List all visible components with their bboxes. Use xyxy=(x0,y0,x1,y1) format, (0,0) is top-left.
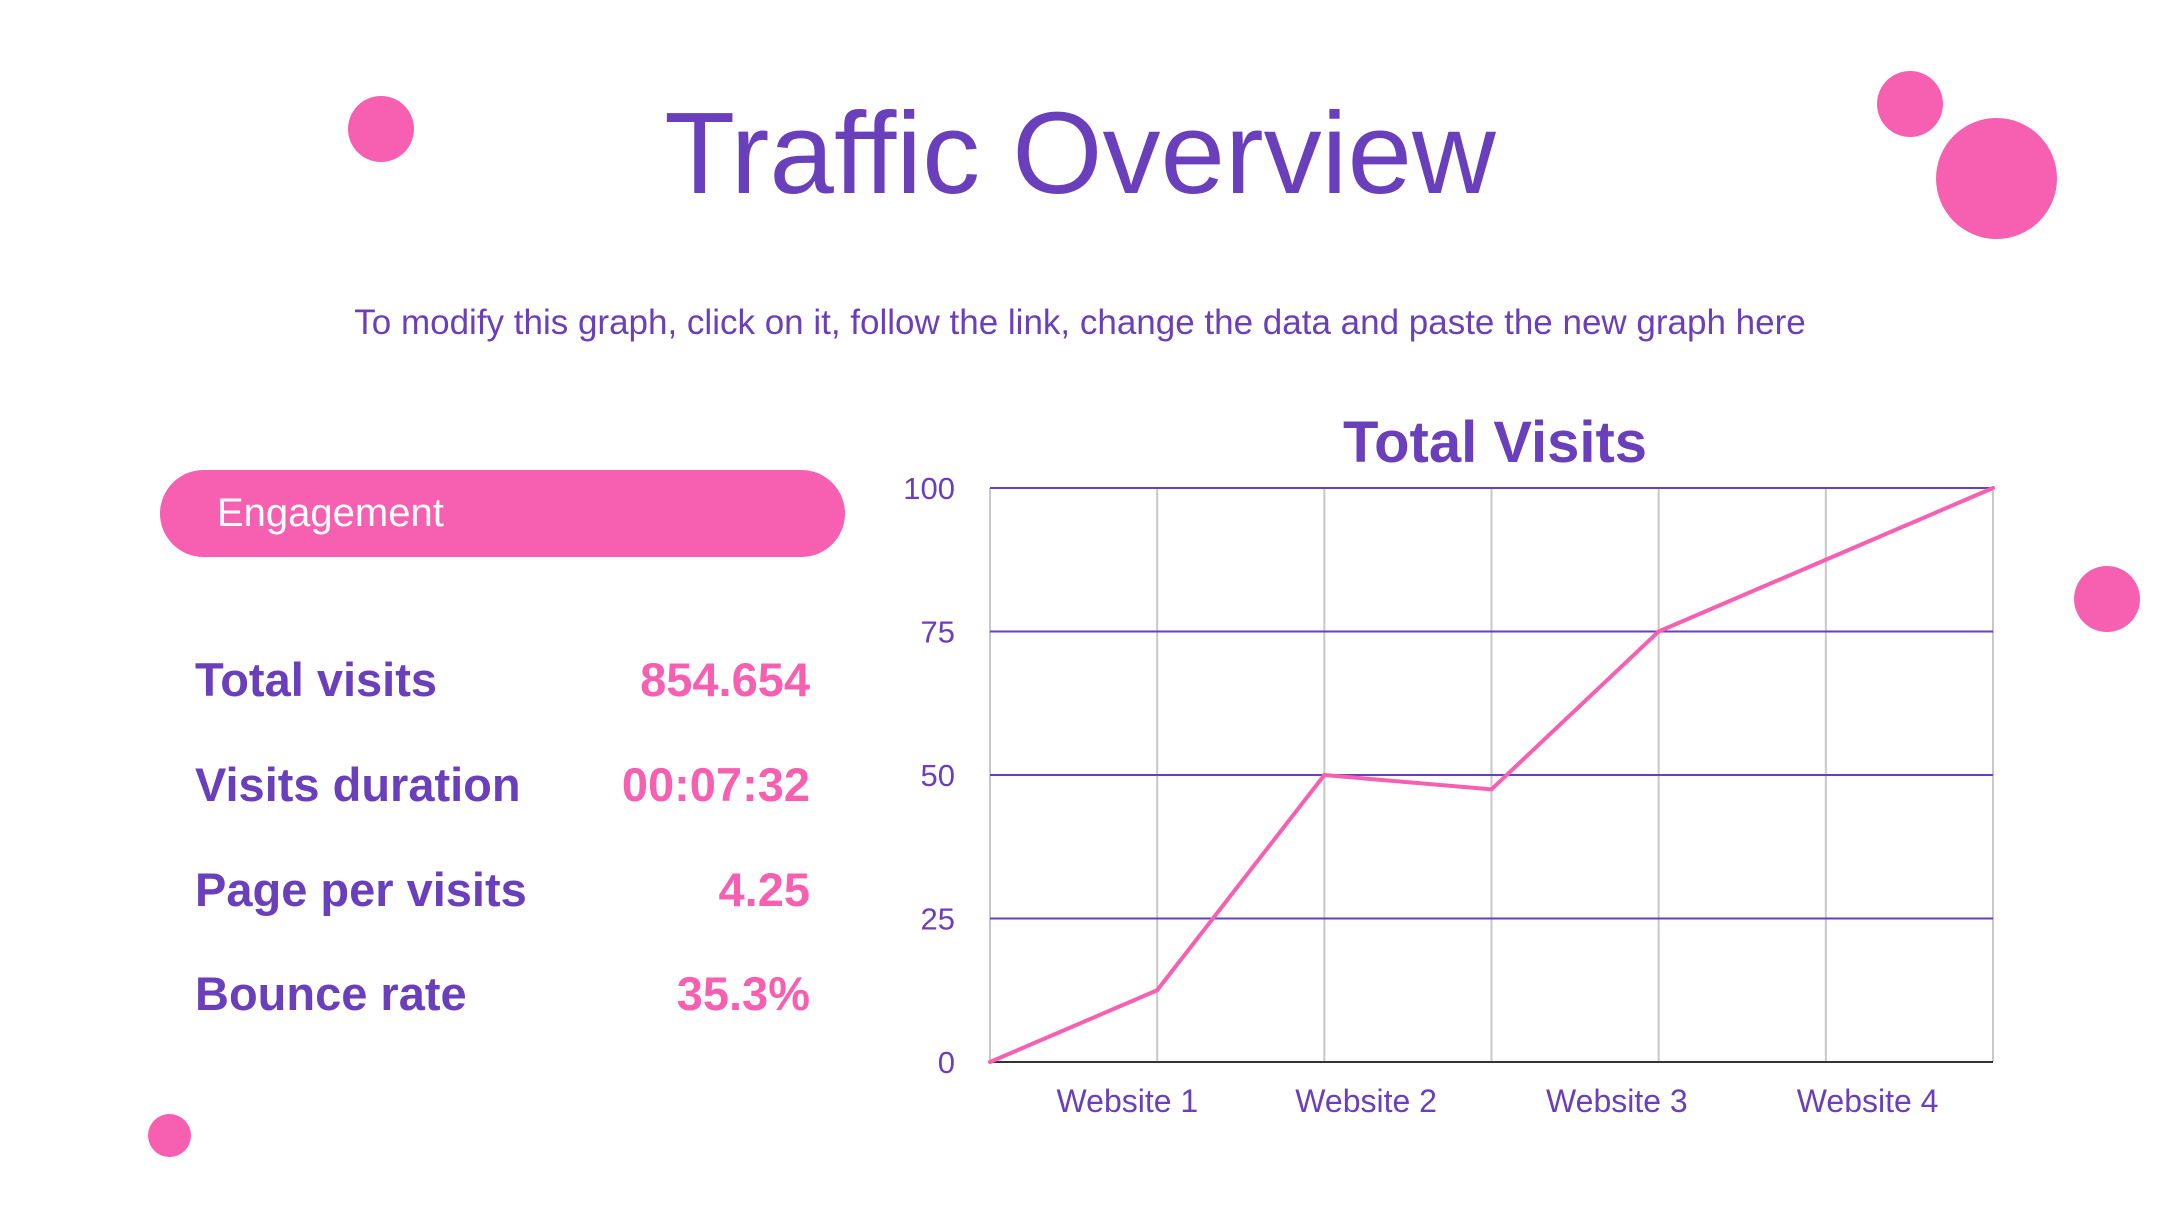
x-tick-label: Website 1 xyxy=(1057,1083,1199,1119)
data-point xyxy=(1489,787,1494,792)
x-tick-label: Website 4 xyxy=(1797,1083,1939,1119)
x-tick-label: Website 2 xyxy=(1295,1083,1437,1119)
decorative-circle-top-right-large xyxy=(1936,118,2057,239)
y-tick-label: 0 xyxy=(938,1045,955,1080)
decorative-circle-bottom-left xyxy=(148,1114,191,1157)
stat-value: 4.25 xyxy=(718,863,810,916)
stat-row-visits-duration: Visits duration 00:07:32 xyxy=(195,755,810,815)
data-point xyxy=(1823,557,1828,562)
data-point xyxy=(1155,988,1160,993)
stat-row-total-visits: Total visits 854.654 xyxy=(195,650,810,710)
page-title: Traffic Overview xyxy=(664,88,1496,218)
decorative-circle-top-left xyxy=(348,96,414,162)
stat-label: Total visits xyxy=(195,653,438,706)
stat-label: Bounce rate xyxy=(195,967,467,1020)
y-tick-label: 50 xyxy=(921,758,955,793)
data-point xyxy=(1322,773,1327,777)
decorative-circle-top-right-small xyxy=(1877,71,1943,137)
engagement-header: Engagement xyxy=(160,470,845,557)
engagement-label: Engagement xyxy=(217,491,444,535)
stat-value: 00:07:32 xyxy=(621,758,810,811)
y-tick-label: 100 xyxy=(903,471,955,506)
x-tick-label: Website 3 xyxy=(1546,1083,1688,1119)
page-subtitle: To modify this graph, click on it, follo… xyxy=(354,303,1806,342)
data-point xyxy=(1991,486,1995,490)
data-point xyxy=(988,1060,992,1064)
data-point xyxy=(1656,629,1661,634)
stat-value: 854.654 xyxy=(640,653,810,706)
y-tick-label: 25 xyxy=(921,902,955,937)
stat-row-bounce-rate: Bounce rate 35.3% xyxy=(195,964,810,1024)
chart-title: Total Visits xyxy=(1343,410,1647,475)
stat-row-page-per-visits: Page per visits 4.25 xyxy=(195,860,810,920)
stat-value: 35.3% xyxy=(676,967,810,1020)
stat-label: Page per visits xyxy=(195,863,527,916)
decorative-circle-right xyxy=(2074,566,2140,632)
y-tick-label: 75 xyxy=(921,615,955,650)
stat-label: Visits duration xyxy=(195,758,521,811)
